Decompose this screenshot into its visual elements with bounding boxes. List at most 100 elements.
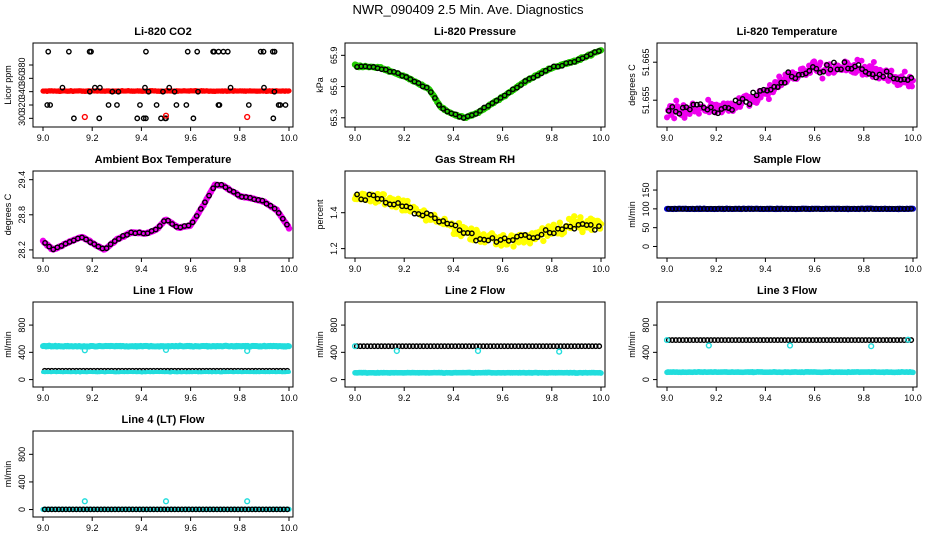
data-point: [554, 343, 560, 350]
data-point: [42, 240, 48, 246]
series-spikes: [81, 498, 251, 505]
data-point: [813, 205, 820, 212]
data-point: [83, 236, 89, 243]
y-tick-label: 0: [17, 507, 27, 512]
data-point: [164, 506, 171, 513]
data-point: [424, 343, 430, 350]
panel-title: Line 1 Flow: [133, 285, 193, 297]
data-point: [218, 181, 225, 188]
data-point: [395, 70, 401, 77]
y-tick-label: 1.4: [329, 206, 339, 219]
data-point: [459, 343, 466, 350]
y-tick-label: 800: [17, 447, 27, 462]
data-point: [880, 337, 887, 343]
figure-title: NWR_090409 2.5 Min. Ave. Diagnostics: [353, 2, 584, 17]
y-tick-label: 800: [329, 318, 339, 333]
data-point: [189, 219, 196, 226]
x-tick-label: 9.4: [447, 264, 460, 274]
x-tick-label: 9.6: [184, 393, 197, 403]
data-point: [178, 506, 185, 513]
data-point: [799, 337, 806, 343]
data-point: [238, 506, 245, 513]
data-point: [550, 221, 557, 228]
data-point: [396, 343, 402, 350]
data-point: [242, 506, 248, 513]
data-point: [269, 48, 276, 55]
data-point: [407, 204, 414, 211]
data-point: [715, 337, 721, 343]
data-point: [362, 197, 369, 203]
y-tick-label: 340: [17, 84, 27, 99]
data-point: [81, 113, 88, 121]
data-point: [44, 102, 51, 108]
panel-title: Line 3 Flow: [757, 285, 817, 297]
x-tick-label: 9.6: [808, 393, 821, 403]
x-tick-label: 9.6: [184, 523, 197, 533]
data-point: [695, 110, 702, 117]
data-point: [676, 205, 683, 212]
data-point: [249, 506, 256, 513]
x-tick-label: 9.8: [234, 523, 247, 533]
data-point: [41, 506, 48, 513]
y-tick-label: 400: [641, 345, 651, 360]
data-point: [403, 343, 409, 350]
panel-4: Ambient Box Temperature degrees C 9.0 9.2 9.…: [3, 154, 298, 274]
data-point: [277, 506, 284, 513]
data-point: [711, 337, 718, 343]
data-point: [410, 343, 416, 350]
data-point: [271, 88, 278, 95]
data-point: [452, 343, 459, 350]
data-point: [282, 102, 289, 108]
data-point: [852, 337, 858, 343]
data-point: [771, 83, 778, 90]
data-point: [160, 88, 166, 95]
x-tick-label: 9.8: [234, 264, 247, 274]
data-point: [417, 343, 423, 350]
data-point: [910, 369, 916, 376]
data-point: [806, 337, 813, 343]
data-point: [718, 205, 725, 212]
data-point: [820, 337, 827, 343]
data-point: [413, 343, 420, 350]
data-point: [59, 506, 66, 513]
data-point: [156, 223, 163, 229]
data-point: [711, 205, 718, 212]
data-point: [665, 107, 672, 114]
data-point: [65, 48, 72, 55]
data-point: [845, 65, 851, 72]
y-tick-label: 50: [641, 223, 651, 233]
data-point: [184, 48, 191, 55]
data-point: [672, 337, 679, 343]
series-low: [41, 369, 291, 375]
data-point: [760, 205, 767, 212]
x-tick-label: 9.0: [349, 264, 362, 274]
data-point: [901, 205, 908, 212]
data-point: [134, 115, 141, 122]
plot-area: [663, 336, 916, 376]
data-point: [729, 205, 735, 212]
data-point: [538, 70, 545, 77]
x-tick-label: 9.2: [398, 393, 411, 403]
y-tick-label: 320: [17, 97, 27, 112]
data-point: [722, 205, 728, 212]
data-point: [806, 67, 813, 74]
data-point: [273, 506, 280, 513]
data-point: [519, 343, 525, 350]
panel-frame: [344, 301, 606, 388]
data-point: [743, 205, 749, 212]
data-point: [887, 337, 894, 343]
data-point: [192, 506, 199, 513]
y-tick-label: 400: [329, 345, 339, 360]
data-point: [760, 337, 767, 343]
x-tick-label: 9.0: [349, 393, 362, 403]
data-point: [501, 343, 508, 350]
data-point: [686, 205, 693, 212]
data-point: [785, 337, 792, 343]
data-point: [73, 506, 80, 513]
series-dips: [351, 343, 563, 355]
x-tick-label: 9.8: [546, 133, 559, 143]
y-axis-label: ml/min: [3, 461, 13, 488]
data-point: [271, 205, 278, 212]
data-point: [665, 205, 672, 212]
data-point: [504, 343, 511, 350]
